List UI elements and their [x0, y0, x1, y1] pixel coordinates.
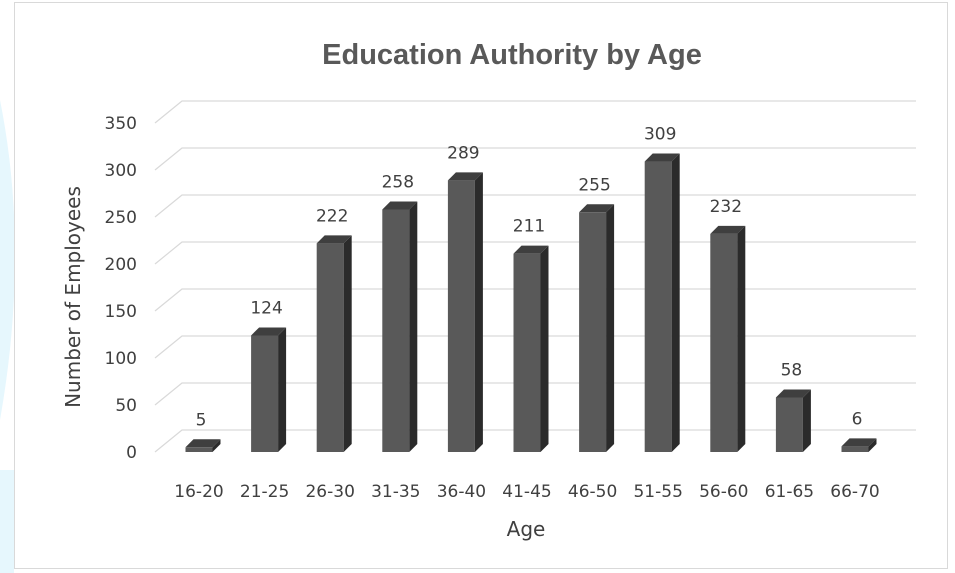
data-label-41-45: 211	[513, 217, 545, 237]
bar-31-35	[382, 201, 418, 452]
y-tick-label-150: 150	[105, 302, 137, 322]
y-tick-label-0: 0	[126, 443, 137, 463]
bar-front-16-20	[185, 447, 213, 452]
bar-front-41-45	[513, 253, 541, 452]
y-axis-ticks: 0 50 100 150 200 250 300 350	[105, 114, 137, 463]
bar-61-65	[775, 389, 811, 452]
x-tick-label-16-20: 16-20	[174, 482, 223, 502]
data-label-21-25: 124	[250, 298, 282, 318]
y-tick-label-50: 50	[115, 396, 137, 416]
bar-top-16-20	[185, 439, 221, 448]
data-label-61-65: 58	[781, 360, 803, 380]
bar-side-26-30	[343, 235, 352, 452]
bar-side-46-50	[606, 204, 615, 452]
y-axis-title: Number of Employees	[61, 186, 85, 408]
data-label-51-55: 309	[644, 125, 676, 145]
x-tick-label-46-50: 46-50	[568, 482, 617, 502]
bar-top-56-60	[710, 225, 746, 234]
bar-top-36-40	[447, 172, 483, 181]
y-tick-label-350: 350	[105, 114, 137, 134]
bar-46-50	[579, 204, 615, 452]
bar-side-31-35	[409, 201, 418, 452]
bar-16-20	[185, 439, 221, 452]
y-tick-label-100: 100	[105, 349, 137, 369]
y-tick-label-250: 250	[105, 208, 137, 228]
bar-top-31-35	[382, 201, 418, 210]
bar-side-36-40	[474, 172, 483, 452]
bar-top-61-65	[775, 389, 811, 398]
y-tick-label-200: 200	[105, 255, 137, 275]
bar-66-70	[841, 438, 877, 452]
bar-front-36-40	[447, 180, 475, 452]
data-label-46-50: 255	[578, 175, 610, 195]
bar-top-51-55	[644, 153, 680, 162]
bar-front-66-70	[841, 446, 869, 452]
x-tick-label-41-45: 41-45	[502, 482, 551, 502]
x-axis-ticks: 16-20 21-25 26-30 31-35 36-40 41-45 46-50 51-55…	[174, 482, 879, 502]
bar-56-60	[710, 225, 746, 452]
x-tick-label-51-55: 51-55	[633, 482, 682, 502]
gridline-350	[154, 100, 916, 124]
x-tick-label-66-70: 66-70	[830, 482, 879, 502]
bar-top-66-70	[841, 438, 877, 447]
x-axis-title: Age	[507, 517, 546, 541]
x-tick-label-31-35: 31-35	[371, 482, 420, 502]
x-tick-label-26-30: 26-30	[305, 482, 354, 502]
bar-41-45	[513, 245, 549, 452]
data-label-31-35: 258	[382, 172, 414, 192]
data-label-26-30: 222	[316, 206, 348, 226]
bar-36-40	[447, 172, 483, 452]
y-tick-label-300: 300	[105, 161, 137, 181]
data-label-56-60: 232	[710, 197, 742, 217]
bars	[185, 153, 877, 453]
bar-top-41-45	[513, 245, 549, 254]
x-tick-label-61-65: 61-65	[765, 482, 814, 502]
x-tick-label-56-60: 56-60	[699, 482, 748, 502]
bar-side-66-70	[868, 438, 877, 452]
bar-side-21-25	[278, 327, 287, 452]
bar-front-56-60	[710, 233, 738, 452]
bar-front-46-50	[579, 212, 607, 452]
bar-side-41-45	[540, 245, 549, 452]
data-labels: 5 124 222 258 289 211 255 309 232 58 6	[196, 125, 863, 431]
bar-side-16-20	[212, 439, 221, 452]
bar-top-26-30	[316, 235, 352, 244]
data-label-36-40: 289	[447, 143, 479, 163]
bar-side-51-55	[671, 153, 680, 453]
bar-front-26-30	[316, 243, 344, 452]
data-label-16-20: 5	[196, 410, 207, 430]
x-tick-label-36-40: 36-40	[437, 482, 486, 502]
bar-side-56-60	[737, 225, 746, 452]
bar-front-31-35	[382, 209, 410, 452]
bar-side-61-65	[802, 389, 811, 452]
data-label-66-70: 6	[852, 409, 863, 429]
x-tick-label-21-25: 21-25	[240, 482, 289, 502]
bar-51-55	[644, 153, 680, 453]
chart-title: Education Authority by Age	[322, 39, 702, 71]
bar-top-21-25	[251, 327, 287, 336]
bar-21-25	[251, 327, 287, 452]
bar-26-30	[316, 235, 352, 452]
bar-front-51-55	[644, 161, 672, 453]
bar-front-21-25	[251, 335, 279, 452]
bar-top-46-50	[579, 204, 615, 213]
bar-front-61-65	[775, 397, 803, 452]
gridline-300	[154, 147, 916, 171]
gridline-250	[154, 194, 916, 218]
